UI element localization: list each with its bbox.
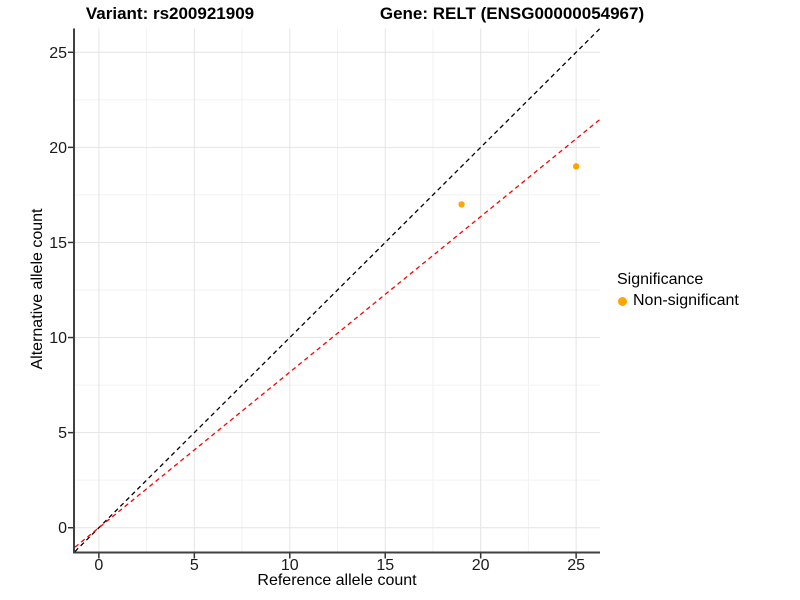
- allelic-ratio-fit-line: [74, 118, 601, 548]
- x-axis-label: Reference allele count: [257, 572, 417, 589]
- y-tick-labels: 0 5 10 15 20 25: [49, 45, 67, 537]
- x-tick-labels: 0 5 10 15 20 25: [94, 557, 585, 574]
- data-points: [458, 163, 580, 208]
- y-tick-label: 0: [58, 520, 67, 537]
- data-point: [458, 201, 465, 208]
- x-tick-label: 15: [376, 557, 394, 574]
- legend-item-label: Non-significant: [633, 292, 739, 309]
- x-tick-label: 0: [94, 557, 103, 574]
- y-tick-label: 20: [49, 140, 67, 157]
- variant-title: Variant: rs200921909: [85, 4, 255, 23]
- y-tick-label: 15: [49, 235, 67, 252]
- gridlines-major: [75, 28, 600, 552]
- y-tick-label: 10: [49, 330, 67, 347]
- axis-lines: [73, 28, 600, 554]
- legend-item: Non-significant: [617, 292, 739, 310]
- reference-lines: [74, 28, 601, 552]
- gene-title: Gene: RELT (ENSG00000054967): [379, 4, 645, 23]
- x-tick-label: 25: [567, 557, 585, 574]
- x-tick-label: 5: [190, 557, 199, 574]
- x-tick-label: 20: [472, 557, 490, 574]
- identity-line: [74, 28, 601, 552]
- x-tick-label: 10: [281, 557, 299, 574]
- legend-title: Significance: [617, 271, 704, 288]
- data-point: [572, 163, 580, 170]
- axis-ticks: [68, 51, 577, 559]
- y-tick-label: 5: [58, 425, 67, 442]
- legend: Significance Non-significant: [617, 271, 739, 310]
- y-tick-label: 25: [49, 45, 67, 62]
- point-swatch-icon: [618, 296, 627, 306]
- y-axis-label: Alternative allele count: [29, 208, 46, 370]
- gridlines-minor: [75, 28, 600, 552]
